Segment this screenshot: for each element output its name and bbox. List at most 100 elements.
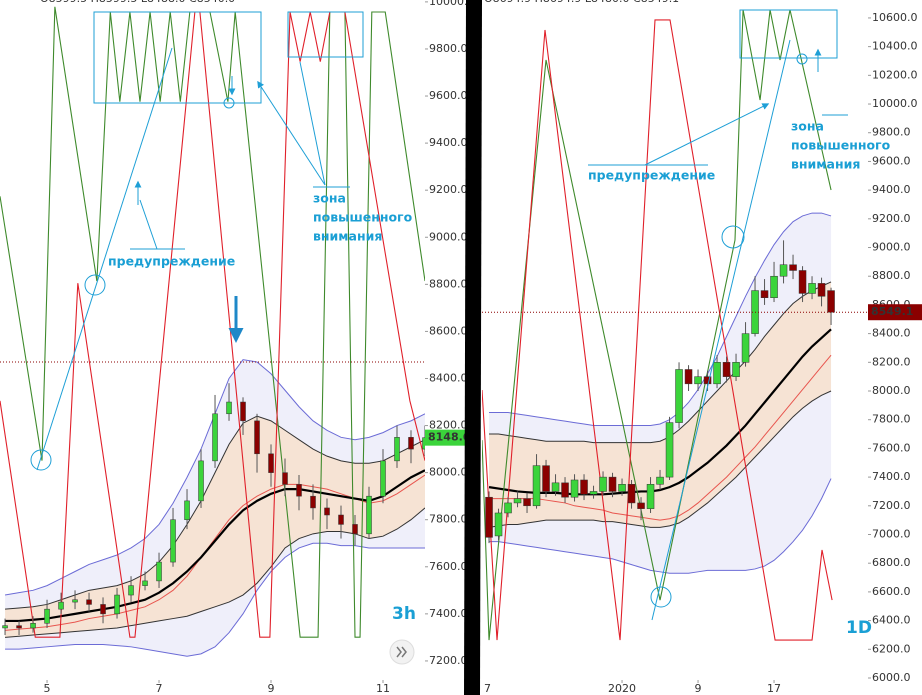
price-axis-bg <box>425 0 467 695</box>
y-tick-label: 6200.0 <box>872 642 911 655</box>
candle-body <box>240 401 246 422</box>
axes: 10600.0 10400.0 10200.0 10000.0 9800.0 9600.0… <box>479 11 922 695</box>
y-tick-label: 9200.0 <box>872 212 911 225</box>
ohlc-header: O8694.9 H8694.9 L8480.0 C8549.1 <box>484 0 679 5</box>
scroll-button[interactable] <box>389 639 415 665</box>
zone-box <box>739 9 838 59</box>
candle-body <box>504 502 512 514</box>
trend-line <box>36 47 173 471</box>
zone-box <box>287 11 364 58</box>
candle-body <box>532 465 541 507</box>
last-price-box <box>868 304 922 321</box>
x-tick-label: 7 <box>156 682 163 695</box>
candle-body <box>760 290 769 298</box>
circle <box>796 53 808 65</box>
candle-body <box>675 369 683 423</box>
circle <box>30 449 52 471</box>
candle-body <box>296 484 302 497</box>
y-tick-label: 8400.0 <box>429 371 468 384</box>
candle-body <box>684 369 693 385</box>
band-line <box>489 281 832 444</box>
candle-body <box>770 275 778 298</box>
y-tick-label: 6800.0 <box>872 556 911 569</box>
candle-body <box>366 495 372 535</box>
x-tick-label: 2020 <box>608 682 636 695</box>
candle-body <box>156 561 162 582</box>
candle-body <box>2 625 8 629</box>
y-tick-label: 9400.0 <box>429 136 468 149</box>
candle-body <box>184 500 190 520</box>
candle-body <box>580 479 588 495</box>
band-line <box>489 478 832 574</box>
candle-body <box>627 484 636 504</box>
candle-body <box>808 283 816 294</box>
y-tick-label: 9000.0 <box>429 230 468 243</box>
candle-body <box>637 502 645 509</box>
circle <box>84 274 106 296</box>
candle-body <box>212 413 218 462</box>
divider <box>464 0 482 695</box>
candle-body <box>338 514 344 525</box>
candle-body <box>86 599 92 605</box>
timeframe-label: 3h <box>392 604 416 624</box>
y-tick-label: 9600.0 <box>429 89 468 102</box>
circle <box>721 225 745 249</box>
candle-body <box>254 420 260 455</box>
arrow <box>257 80 326 186</box>
candle-body <box>513 498 522 504</box>
candle-body <box>170 519 176 563</box>
candle-body <box>608 476 617 492</box>
circle <box>223 97 235 109</box>
y-tick-label: 8200.0 <box>429 419 468 432</box>
candle-body <box>268 453 274 473</box>
annotations-right <box>588 9 848 621</box>
y-tick-label: 6600.0 <box>872 585 911 598</box>
candle-body <box>722 362 731 377</box>
candle-body <box>817 283 826 297</box>
plot-area <box>482 9 868 641</box>
candle-body <box>100 604 106 615</box>
zigzag-line <box>482 19 833 641</box>
y-tick-label: 10000.0 <box>429 0 475 8</box>
y-tick-label: 8800.0 <box>429 277 468 290</box>
candle-body <box>599 476 607 492</box>
x-tick-label: 11 <box>376 682 390 695</box>
y-tick-label: 9200.0 <box>429 183 468 196</box>
candle-body <box>198 460 204 502</box>
annotation-text: предупреждение <box>108 254 235 269</box>
y-tick-label: 10400.0 <box>872 40 918 53</box>
moving-average <box>5 469 425 623</box>
candle-body <box>646 484 655 509</box>
zone-box <box>93 11 262 104</box>
y-tick-label: 9000.0 <box>872 241 911 254</box>
annotation-text: внимания <box>313 229 382 244</box>
candle-body <box>422 437 425 450</box>
candle-body <box>44 608 50 624</box>
y-tick-label: 7000.0 <box>872 528 911 541</box>
trend-line <box>651 39 791 621</box>
candle-body <box>523 498 531 507</box>
y-tick-label: 9800.0 <box>429 42 468 55</box>
last-price-label: 8549.1 <box>871 305 913 318</box>
candle-body <box>30 623 36 629</box>
labels: O8599.5 H8599.5 L8488.0 C8540.0 предупреж… <box>40 0 891 638</box>
candle-body <box>713 362 721 385</box>
candle-body <box>58 601 64 610</box>
y-tick-label: 8000.0 <box>429 466 468 479</box>
candle-body <box>114 594 120 615</box>
candle-body <box>142 580 148 586</box>
x-tick-label: 9 <box>695 682 702 695</box>
candle-body <box>380 460 386 497</box>
candle-body <box>551 482 560 492</box>
price-axis-bg <box>868 0 922 695</box>
last-price-box <box>425 429 467 446</box>
candle-body <box>618 484 626 492</box>
y-tick-label: 7800.0 <box>872 413 911 426</box>
candle-body <box>570 479 579 498</box>
y-tick-label: 10200.0 <box>872 68 918 81</box>
annotation-text: предупреждение <box>588 168 715 183</box>
candle-body <box>128 585 134 596</box>
annotation-text: зона <box>791 119 824 134</box>
axes: 10000.0 9800.0 9600.0 9400.0 9200.0 9000.0 880… <box>44 0 475 695</box>
